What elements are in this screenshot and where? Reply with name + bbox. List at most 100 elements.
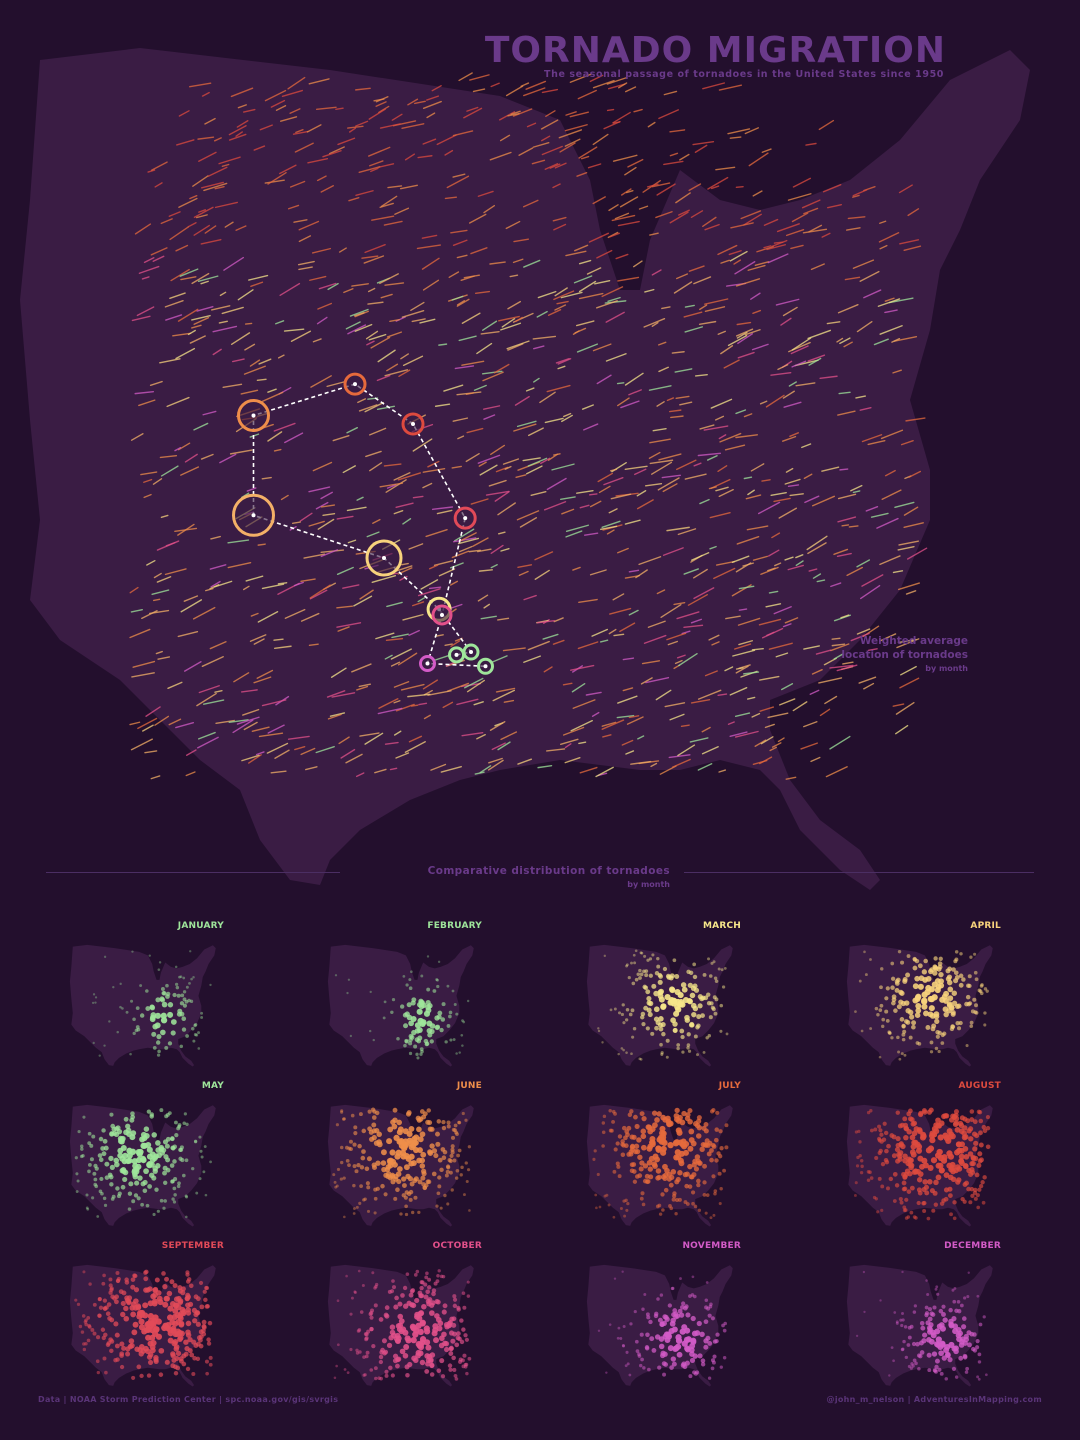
tornado-track (411, 318, 426, 323)
tornado-track (253, 145, 266, 151)
tornado-track (783, 401, 802, 408)
tornado-track (371, 575, 397, 583)
tornado-track (644, 288, 655, 293)
tornado-track (846, 566, 864, 577)
tornado-track (735, 185, 744, 189)
tornado-track (218, 156, 241, 165)
tornado-track (527, 640, 550, 651)
tornado-track (346, 426, 358, 434)
tornado-track (617, 695, 638, 704)
tornado-track (734, 261, 756, 275)
tornado-track (710, 185, 720, 190)
tornado-track (574, 327, 587, 334)
tornado-track (490, 82, 500, 88)
tornado-track (742, 562, 754, 567)
tornado-track (607, 83, 626, 90)
tornado-track (422, 468, 446, 473)
tornado-track (386, 484, 397, 489)
tornado-track (291, 521, 301, 524)
tornado-track (771, 532, 781, 539)
tornado-track (306, 124, 322, 133)
tornado-track (240, 389, 259, 395)
tornado-track (884, 469, 896, 477)
tornado-track (210, 580, 221, 588)
tornado-track (497, 502, 516, 516)
tornado-track (267, 724, 285, 734)
tornado-track (422, 279, 440, 291)
tornado-track (138, 399, 156, 407)
tornado-track (284, 432, 304, 444)
tornado-track (197, 731, 216, 740)
tornado-track (773, 241, 784, 244)
tornado-track (859, 270, 880, 282)
tornado-track (802, 228, 828, 234)
tornado-track (131, 315, 151, 322)
tornado-track (829, 664, 854, 669)
tornado-track (368, 146, 391, 157)
tornado-track (757, 501, 781, 515)
tornado-track (826, 321, 841, 325)
tornado-track (708, 634, 720, 641)
tornado-track (752, 309, 762, 315)
tornado-track (489, 721, 506, 731)
month-label: OCTOBER (432, 1241, 482, 1251)
tornado-track (652, 428, 667, 432)
tornado-track (340, 748, 356, 759)
tornado-track (800, 742, 818, 750)
tornado-track (852, 259, 875, 269)
tornado-track (562, 682, 573, 686)
tornado-track (855, 395, 866, 399)
tornado-track (530, 491, 547, 496)
tornado-track (675, 192, 691, 204)
tornado-track (243, 108, 256, 113)
tornado-track (552, 453, 561, 456)
tornado-track (180, 466, 200, 476)
tornado-track (351, 283, 369, 287)
tornado-track (897, 582, 920, 591)
tornado-track (336, 605, 353, 609)
tornado-track (359, 732, 380, 737)
tornado-track (899, 677, 920, 689)
tornado-track (394, 207, 410, 215)
tornado-track (253, 638, 265, 645)
tornado-track (513, 238, 530, 243)
tornado-track (154, 182, 163, 188)
small-map-shape (846, 1264, 993, 1387)
tornado-track (801, 443, 812, 449)
tornado-track (537, 290, 557, 299)
tornado-track (609, 607, 632, 615)
tornado-track (667, 640, 679, 646)
tornado-track (261, 583, 285, 590)
tornado-track (426, 112, 436, 119)
tornado-track (645, 676, 670, 684)
tornado-track (485, 490, 510, 496)
tornado-track (661, 306, 671, 310)
tornado-track (819, 708, 831, 717)
small-map-november: NOVEMBER (562, 1238, 782, 1398)
tornado-track (608, 628, 617, 635)
tornado-track (560, 738, 579, 745)
tornado-track (164, 568, 187, 576)
tornado-track (553, 290, 575, 301)
tornado-track (309, 275, 327, 281)
tornado-track (592, 133, 609, 146)
tornado-track (546, 748, 566, 752)
tornado-track (879, 220, 887, 224)
tornado-track (771, 742, 782, 748)
tornado-track (833, 548, 849, 556)
small-map-shape (846, 1104, 993, 1227)
tornado-track (418, 702, 428, 706)
tornado-track (836, 664, 858, 672)
tornado-track (663, 160, 684, 166)
tornado-track (715, 486, 729, 492)
tornado-track (699, 498, 710, 505)
tornado-track (214, 137, 222, 142)
tornado-track (347, 539, 357, 544)
tornado-track (369, 462, 383, 472)
tornado-track (574, 244, 589, 252)
tornado-track (157, 656, 171, 660)
tornado-track (596, 300, 618, 309)
tornado-track (677, 744, 696, 757)
tornado-track (431, 85, 442, 92)
tornado-track (368, 333, 387, 341)
